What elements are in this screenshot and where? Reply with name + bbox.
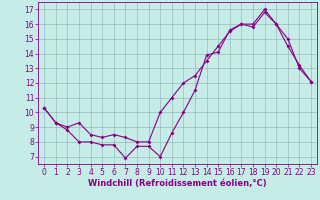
X-axis label: Windchill (Refroidissement éolien,°C): Windchill (Refroidissement éolien,°C) — [88, 179, 267, 188]
